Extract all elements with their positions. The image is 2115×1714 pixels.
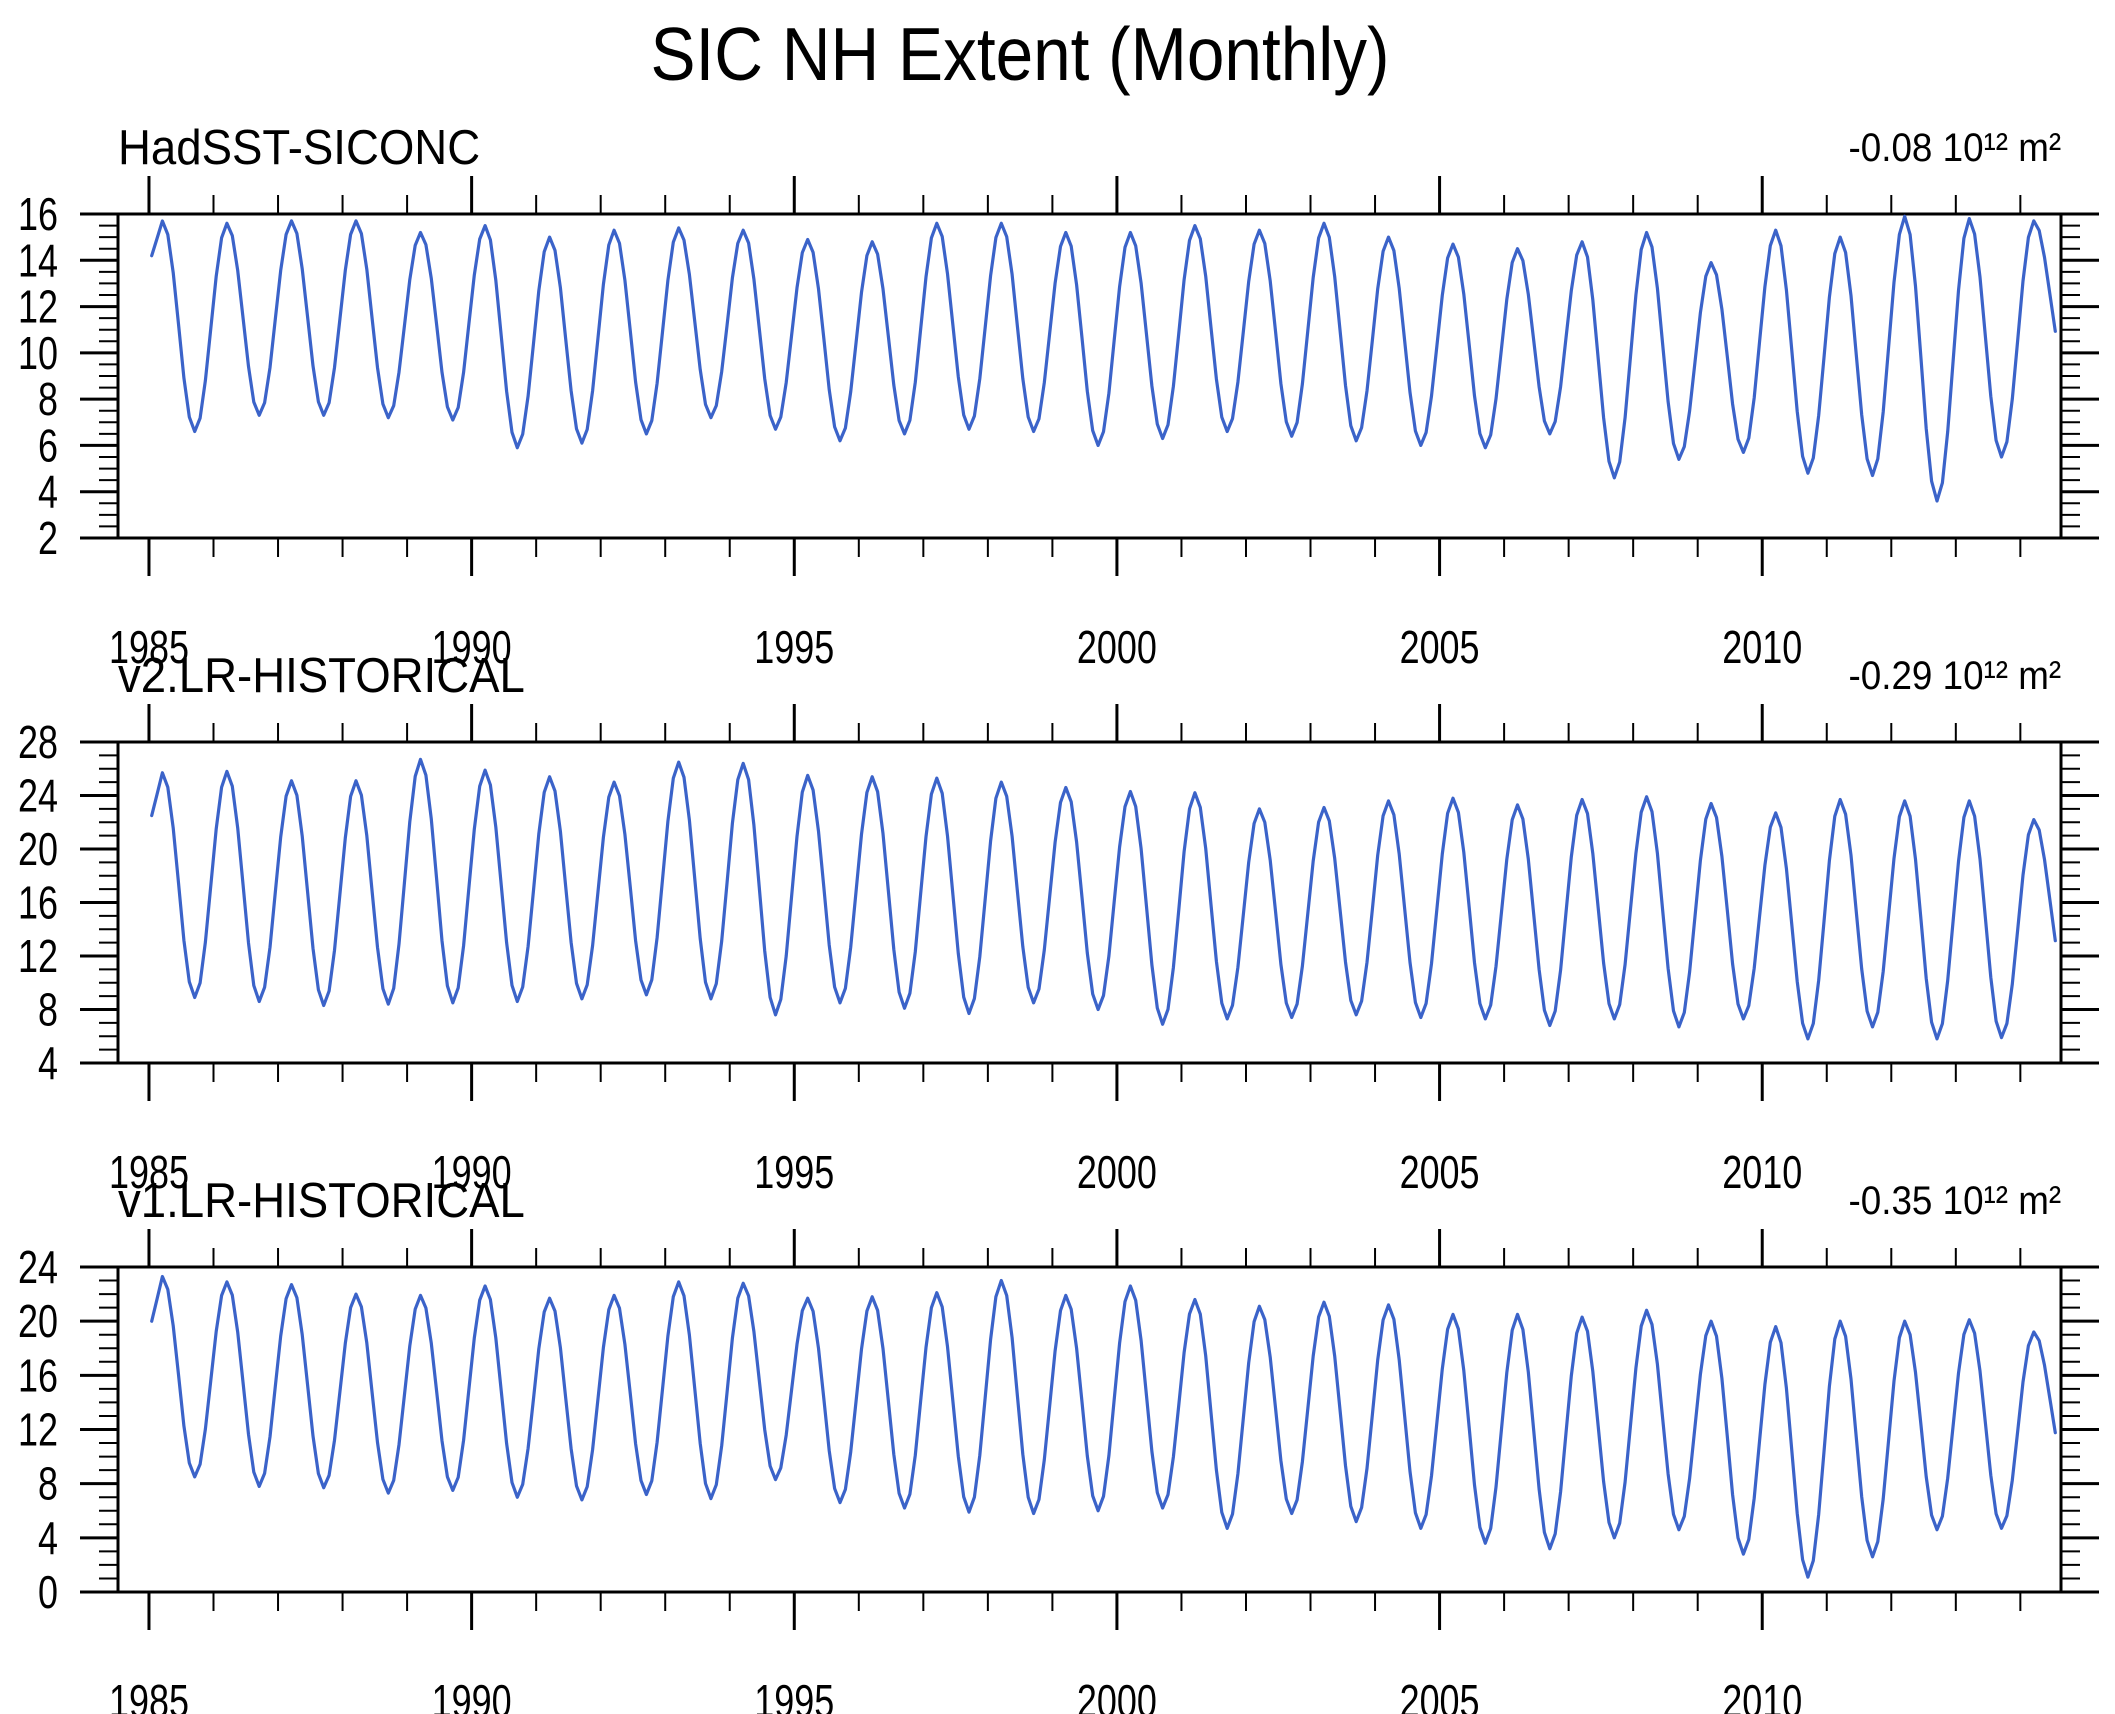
axis-ticks: [80, 704, 2099, 1101]
y-tick-label: 8: [38, 984, 58, 1036]
y-tick-label: 14: [18, 234, 58, 286]
axis-ticks: [80, 176, 2099, 576]
x-tick-label: 2010: [1722, 1146, 1802, 1198]
x-tick-label: 2000: [1077, 1146, 1157, 1198]
y-tick-label: 28: [18, 716, 58, 768]
panel-3-label: v1.LR-HISTORICAL: [118, 1174, 525, 1228]
axis-ticks: [80, 1229, 2099, 1630]
x-tick-label: 2005: [1400, 1146, 1480, 1198]
data-line: [150, 1274, 2057, 1579]
y-tick-label: 16: [18, 188, 58, 240]
x-tick-label: 1990: [432, 1675, 512, 1714]
data-line: [150, 757, 2057, 1041]
plot-frame: [116, 1265, 2063, 1594]
y-tick-label: 16: [18, 877, 58, 929]
y-tick-label: 24: [18, 770, 58, 822]
x-tick-label: 2005: [1400, 1675, 1480, 1714]
x-tick-label: 1985: [109, 621, 189, 673]
x-tick-label: 1985: [109, 1146, 189, 1198]
plot-frame: [116, 740, 2063, 1065]
y-tick-label: 12: [18, 930, 58, 982]
y-tick-label: 2: [38, 512, 58, 564]
x-tick-label: 2000: [1077, 1675, 1157, 1714]
y-tick-label: 0: [38, 1566, 58, 1618]
y-tick-label: 16: [18, 1349, 58, 1401]
y-tick-label: 20: [18, 823, 58, 875]
x-tick-label: 2010: [1722, 1675, 1802, 1714]
data-line: [150, 214, 2057, 503]
x-tick-label: 1995: [754, 1146, 834, 1198]
panel-3-trend-annotation: -0.35 10¹² m²: [1848, 1179, 2061, 1223]
y-tick-label: 4: [38, 1512, 58, 1564]
x-tick-label: 1990: [432, 621, 512, 673]
y-tick-label: 24: [18, 1241, 58, 1293]
y-tick-label: 8: [38, 1458, 58, 1510]
panel-2-label: v2.LR-HISTORICAL: [118, 649, 525, 703]
x-tick-label: 2000: [1077, 621, 1157, 673]
x-tick-label: 2005: [1400, 621, 1480, 673]
x-tick-label: 1990: [432, 1146, 512, 1198]
y-tick-label: 12: [18, 1404, 58, 1456]
panel-1-trend-annotation: -0.08 10¹² m²: [1848, 126, 2061, 170]
panel-2-trend-annotation: -0.29 10¹² m²: [1848, 654, 2061, 698]
y-tick-label: 4: [38, 466, 58, 518]
panel-1-label: HadSST-SICONC: [118, 121, 481, 175]
y-tick-label: 8: [38, 373, 58, 425]
y-tick-label: 10: [18, 327, 58, 379]
x-tick-label: 1995: [754, 621, 834, 673]
y-tick-label: 12: [18, 281, 58, 333]
chart-title: SIC NH Extent (Monthly): [650, 12, 1390, 96]
x-tick-label: 1995: [754, 1675, 834, 1714]
y-tick-label: 6: [38, 419, 58, 471]
x-tick-label: 2010: [1722, 621, 1802, 673]
x-tick-label: 1985: [109, 1675, 189, 1714]
y-tick-label: 20: [18, 1295, 58, 1347]
y-tick-label: 4: [38, 1037, 58, 1089]
